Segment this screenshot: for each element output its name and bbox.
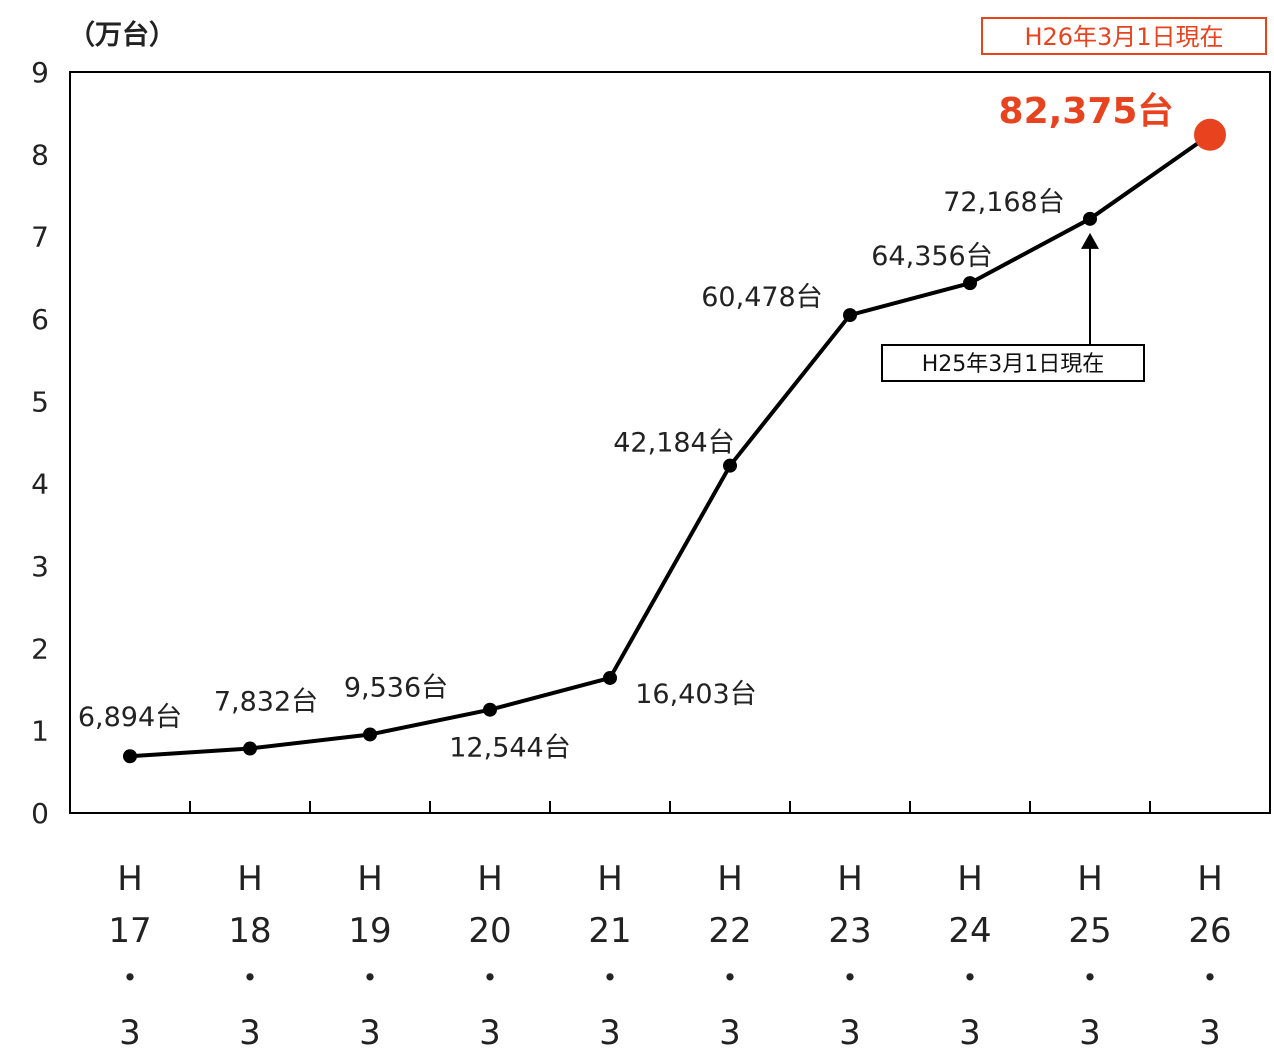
x-tick-label: 21	[588, 911, 631, 951]
series-line	[129, 133, 1212, 759]
x-tick-label: 3	[599, 1013, 621, 1052]
y-unit-label: （万台）	[68, 19, 176, 51]
x-tick-label: 3	[959, 1013, 981, 1052]
x-tick-label: H	[597, 859, 623, 899]
data-label: 6,894台	[78, 702, 182, 733]
x-tick-label: ・	[593, 959, 627, 999]
x-tick-label: ・	[1073, 959, 1107, 999]
x-tick-label: ・	[953, 959, 987, 999]
data-label: 42,184台	[613, 428, 734, 459]
x-tick-label: 3	[239, 1013, 261, 1052]
x-tick-label: 3	[839, 1013, 861, 1052]
x-tick-label: 3	[1199, 1013, 1221, 1052]
x-tick-label: H	[1197, 859, 1223, 899]
date-badge: H26年3月1日現在	[981, 17, 1267, 55]
data-label: 16,403台	[635, 679, 756, 710]
x-category-label: H 22 ・ 3	[708, 859, 751, 1053]
data-point	[363, 727, 377, 742]
highlight-data-label: 82,375台	[999, 91, 1174, 132]
x-tick-label: 22	[708, 911, 751, 951]
x-tick-label: 23	[828, 911, 871, 951]
x-tick-label: ・	[833, 959, 867, 999]
data-label: 12,544台	[449, 733, 570, 764]
date-badge-text: H26年3月1日現在	[1024, 23, 1223, 51]
x-tick-label: 3	[719, 1013, 741, 1052]
x-tick-label: 17	[108, 911, 151, 951]
x-tick-label: 19	[348, 911, 391, 951]
x-tick-label: 20	[468, 911, 511, 951]
x-tick-label: 3	[119, 1013, 141, 1052]
x-tick-label: 25	[1068, 911, 1111, 951]
y-tick-label: 0	[31, 797, 49, 830]
x-category-label: H 24 ・ 3	[948, 859, 991, 1053]
x-tick-label: H	[957, 859, 983, 899]
x-category-label: H 19 ・ 3	[348, 859, 391, 1053]
data-point	[723, 458, 737, 473]
annotation: H25年3月1日現在	[881, 232, 1145, 382]
x-tick-label: H	[237, 859, 263, 899]
data-label: 7,832台	[214, 687, 318, 718]
y-tick-label: 1	[31, 715, 49, 748]
x-category-label: H 21 ・ 3	[588, 859, 631, 1053]
x-tick-label: ・	[113, 959, 147, 999]
data-point	[123, 749, 137, 764]
data-point	[483, 702, 497, 717]
y-tick-label: 4	[31, 468, 49, 501]
data-label: 72,168台	[943, 187, 1064, 218]
data-point	[1083, 211, 1097, 226]
data-point	[843, 308, 857, 323]
x-tick-label: 18	[228, 911, 271, 951]
x-tick-label: H	[117, 859, 143, 899]
x-tick-label: 3	[479, 1013, 501, 1052]
data-point	[243, 741, 257, 756]
x-tick-label: ・	[233, 959, 267, 999]
x-tick-label: 24	[948, 911, 991, 951]
x-category-label: H 23 ・ 3	[828, 859, 871, 1053]
x-category-label: H 26 ・ 3	[1188, 859, 1231, 1053]
data-label: 60,478台	[701, 282, 822, 313]
x-category-label: H 18 ・ 3	[228, 859, 271, 1053]
x-tick-label: H	[1077, 859, 1103, 899]
x-category-label: H 17 ・ 3	[108, 859, 151, 1053]
annotation-arrow-head	[1081, 232, 1099, 249]
x-tick-label: 3	[359, 1013, 381, 1052]
data-point	[603, 670, 617, 685]
y-tick-label: 7	[31, 221, 49, 254]
highlight-point	[1194, 118, 1226, 151]
data-point	[963, 276, 977, 291]
y-tick-label: 8	[31, 138, 49, 171]
x-tick-label: H	[837, 859, 863, 899]
x-tick-label: 3	[1079, 1013, 1101, 1052]
y-tick-label: 6	[31, 303, 49, 336]
y-tick-label: 5	[31, 385, 49, 418]
x-tick-label: ・	[1193, 959, 1227, 999]
x-tick-label: H	[477, 859, 503, 899]
x-category-label: H 20 ・ 3	[468, 859, 511, 1053]
x-tick-label: H	[357, 859, 383, 899]
x-tick-label: ・	[473, 959, 507, 999]
x-category-label: H 25 ・ 3	[1068, 859, 1111, 1053]
y-tick-label: 9	[31, 56, 49, 89]
annotation-text: H25年3月1日現在	[922, 352, 1105, 377]
x-tick-label: 26	[1188, 911, 1231, 951]
y-tick-label: 3	[31, 550, 49, 583]
x-tick-label: ・	[353, 959, 387, 999]
annotation-box	[881, 344, 1145, 382]
y-tick-label: 2	[31, 632, 49, 665]
x-tick-label: H	[717, 859, 743, 899]
data-label: 64,356台	[871, 241, 992, 272]
x-tick-label: ・	[713, 959, 747, 999]
data-label: 9,536台	[344, 672, 448, 703]
